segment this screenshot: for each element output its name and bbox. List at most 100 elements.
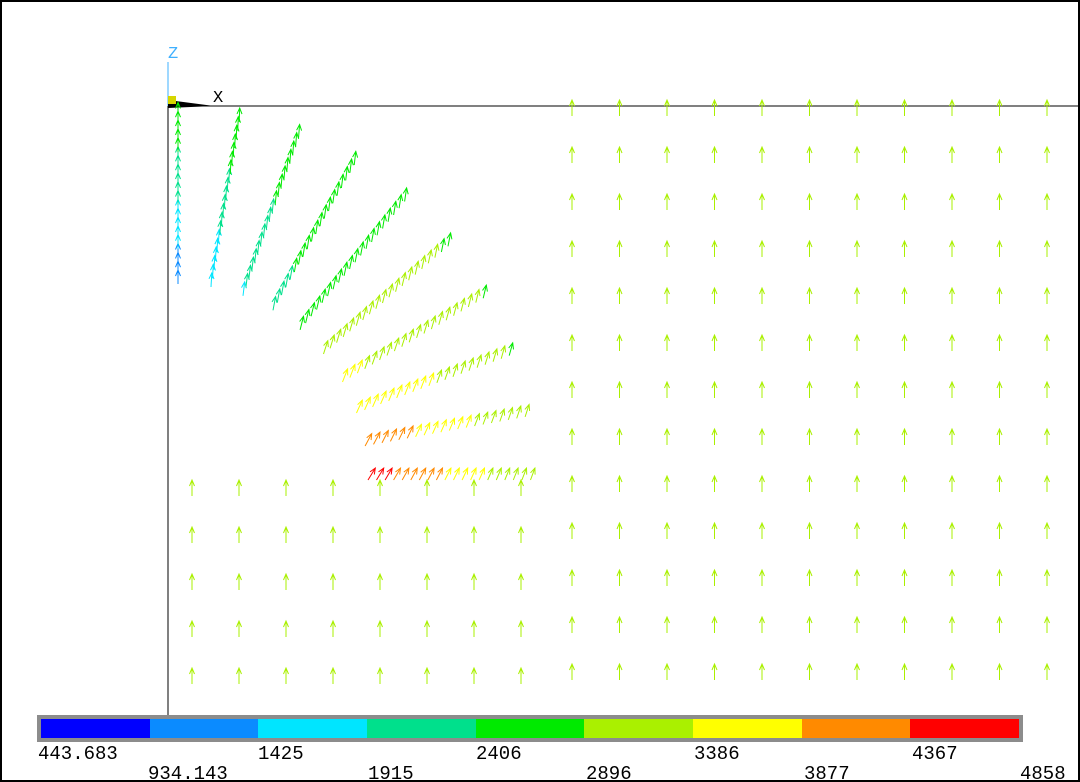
vector-arrow	[415, 424, 422, 438]
vector-arrow-head	[996, 474, 1003, 483]
vector-arrow-head	[226, 167, 233, 176]
vector-arrow	[306, 235, 310, 250]
vector-arrow-head	[330, 619, 336, 628]
vector-arrow	[319, 212, 323, 227]
legend-tick-label: 4858	[1020, 763, 1066, 782]
vector-arrow-head	[438, 310, 444, 319]
vector-arrow-head	[949, 333, 955, 342]
vector-arrow	[286, 157, 289, 172]
vector-arrow-head	[287, 148, 294, 156]
vector-arrow	[265, 215, 269, 230]
vector-arrow-head	[377, 525, 383, 534]
vector-arrow-head	[996, 521, 1003, 530]
vector-arrow-head	[854, 568, 860, 577]
vector-arrow-head	[901, 286, 908, 295]
vector-arrow-head	[430, 314, 437, 323]
vector-arrow-head	[569, 286, 575, 295]
vector-arrow	[396, 384, 403, 399]
vector-arrow	[231, 151, 233, 166]
vector-arrow-head	[854, 286, 860, 295]
vector-arrow-head	[854, 98, 860, 107]
vector-arrow-head	[806, 380, 813, 389]
vector-arrow	[484, 351, 490, 365]
vector-arrow-head	[616, 239, 623, 248]
vector-arrow-head	[616, 615, 623, 624]
vector-arrow-head	[664, 333, 670, 342]
vector-arrow	[444, 467, 452, 481]
vector-arrow-head	[1044, 427, 1050, 436]
vector-arrow	[379, 346, 385, 361]
vector-arrow	[373, 431, 381, 445]
vector-arrow	[349, 317, 355, 332]
vector-arrow	[530, 467, 536, 481]
vector-arrow-head	[1044, 568, 1050, 577]
vector-arrow-head	[499, 407, 506, 416]
vector-arrow-head	[310, 301, 316, 310]
vector-arrow	[495, 467, 502, 481]
vector-arrow-head	[759, 662, 765, 671]
vector-arrow	[467, 293, 473, 308]
vector-arrow-head	[391, 200, 398, 208]
vector-arrow-head	[518, 619, 524, 628]
vector-arrow	[381, 430, 389, 444]
vector-arrow-head	[949, 662, 955, 671]
vector-arrow	[277, 182, 280, 197]
vector-arrow	[468, 357, 474, 371]
vector-arrow-head	[664, 662, 670, 671]
vector-arrow-head	[854, 474, 860, 483]
vector-arrow	[404, 187, 408, 202]
vector-arrow	[355, 312, 361, 326]
vector-arrow	[343, 262, 348, 276]
vector-arrow	[323, 340, 329, 355]
vector-arrow	[316, 295, 321, 310]
vector-arrow-head	[949, 474, 955, 483]
vector-arrow-head	[806, 145, 813, 154]
vector-arrow	[225, 186, 227, 201]
vector-arrow-head	[806, 333, 813, 342]
vector-arrow-head	[372, 350, 378, 358]
vector-arrow	[432, 421, 439, 434]
vector-arrow	[356, 359, 363, 374]
vector-arrow-head	[368, 299, 375, 308]
vector-arrow	[271, 198, 275, 213]
vector-arrow-head	[175, 101, 181, 109]
vector-arrow-head	[759, 333, 765, 342]
vector-arrow-head	[949, 98, 955, 107]
vector-arrow-head	[449, 417, 455, 425]
vector-arrow-head	[569, 333, 575, 342]
vector-arrow-head	[280, 279, 286, 288]
vector-arrow-head	[711, 427, 718, 436]
vector-arrow	[254, 248, 257, 263]
vector-arrow-head	[288, 264, 295, 273]
vector-arrow-head	[806, 662, 813, 671]
vector-arrow-head	[215, 228, 222, 236]
vector-arrow-head	[711, 333, 718, 342]
vector-arrow-head	[616, 286, 623, 295]
vector-arrow	[521, 467, 527, 481]
vector-arrow-head	[416, 323, 422, 332]
vector-arrow-head	[378, 466, 385, 475]
vector-arrow-head	[711, 286, 718, 295]
vector-arrow-head	[901, 568, 908, 577]
vector-arrow	[465, 415, 472, 428]
vector-arrow-head	[996, 98, 1003, 107]
vector-arrow-head	[432, 420, 439, 428]
vector-arrow-head	[1044, 192, 1050, 201]
vector-arrow	[423, 320, 429, 334]
vector-arrow	[353, 151, 357, 166]
vector-arrow	[248, 265, 251, 280]
vector-arrow-head	[569, 521, 575, 530]
vector-arrow	[487, 467, 494, 481]
vector-arrow-head	[364, 233, 371, 242]
vector-arrow-head	[470, 466, 477, 475]
z-axis-label: Z	[168, 45, 179, 64]
vector-arrow-head	[357, 399, 363, 407]
vector-arrow	[444, 366, 450, 380]
vector-arrow	[219, 220, 222, 235]
vector-arrow-head	[428, 371, 435, 380]
vector-arrow-head	[854, 380, 860, 389]
vector-arrow	[398, 427, 406, 441]
y-axis-triad-marker	[168, 96, 176, 104]
